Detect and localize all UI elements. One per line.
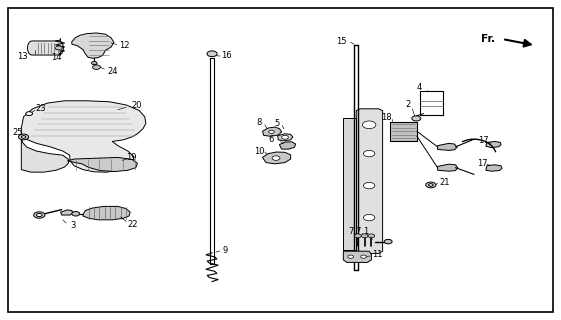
Text: 21: 21 [439, 178, 449, 187]
Circle shape [21, 136, 26, 138]
Polygon shape [438, 164, 458, 171]
Polygon shape [21, 101, 146, 172]
Text: 17: 17 [477, 159, 488, 168]
Text: 3: 3 [70, 221, 76, 230]
Polygon shape [486, 165, 502, 171]
Circle shape [36, 213, 42, 217]
Polygon shape [343, 118, 356, 250]
Circle shape [26, 112, 33, 116]
Polygon shape [438, 143, 457, 150]
Polygon shape [263, 127, 282, 136]
Circle shape [93, 65, 100, 69]
Text: 7: 7 [348, 227, 354, 236]
Text: 14: 14 [51, 53, 61, 62]
Text: 10: 10 [254, 147, 264, 156]
Text: 22: 22 [128, 220, 138, 229]
Circle shape [269, 130, 274, 133]
Polygon shape [279, 142, 296, 149]
Text: 4: 4 [417, 83, 422, 92]
Text: 5: 5 [274, 119, 279, 128]
Text: 19: 19 [127, 153, 137, 162]
Circle shape [91, 61, 97, 65]
Text: 18: 18 [381, 113, 391, 122]
Text: 9: 9 [223, 246, 228, 255]
Circle shape [384, 239, 392, 244]
Polygon shape [21, 135, 68, 172]
Text: 11: 11 [373, 250, 383, 259]
FancyBboxPatch shape [390, 122, 417, 141]
Polygon shape [83, 206, 130, 220]
Text: 24: 24 [107, 67, 117, 76]
Circle shape [272, 156, 280, 160]
Polygon shape [278, 134, 293, 141]
FancyBboxPatch shape [8, 8, 553, 312]
Text: 7: 7 [355, 227, 361, 236]
Circle shape [362, 121, 376, 129]
Text: 17: 17 [479, 136, 489, 145]
Text: 20: 20 [131, 101, 141, 110]
Text: Fr.: Fr. [481, 34, 495, 44]
Polygon shape [343, 251, 371, 262]
Circle shape [355, 234, 361, 238]
Polygon shape [61, 210, 73, 215]
Text: 6: 6 [268, 135, 274, 144]
Polygon shape [356, 109, 383, 253]
Circle shape [412, 116, 421, 121]
Circle shape [19, 134, 29, 140]
Text: 2: 2 [406, 100, 411, 109]
Text: 1: 1 [363, 227, 369, 236]
Polygon shape [72, 33, 114, 58]
Polygon shape [263, 152, 291, 164]
Polygon shape [486, 141, 501, 148]
Polygon shape [67, 157, 137, 172]
Text: 15: 15 [336, 37, 346, 46]
Circle shape [361, 234, 368, 238]
Circle shape [361, 255, 366, 258]
Circle shape [364, 182, 375, 189]
Circle shape [72, 212, 80, 216]
Text: 16: 16 [221, 51, 231, 60]
Text: 23: 23 [35, 104, 45, 113]
Circle shape [56, 46, 62, 50]
Circle shape [426, 182, 436, 188]
Circle shape [282, 135, 288, 139]
Circle shape [364, 150, 375, 157]
Circle shape [364, 214, 375, 221]
Polygon shape [27, 41, 63, 55]
Circle shape [429, 184, 433, 186]
Text: 12: 12 [119, 41, 130, 50]
FancyBboxPatch shape [420, 91, 443, 115]
Circle shape [348, 255, 353, 258]
Circle shape [368, 234, 375, 238]
Text: 13: 13 [17, 52, 27, 61]
Circle shape [207, 51, 217, 57]
Text: 25: 25 [13, 128, 23, 137]
Circle shape [34, 212, 45, 218]
Text: 8: 8 [256, 118, 262, 127]
